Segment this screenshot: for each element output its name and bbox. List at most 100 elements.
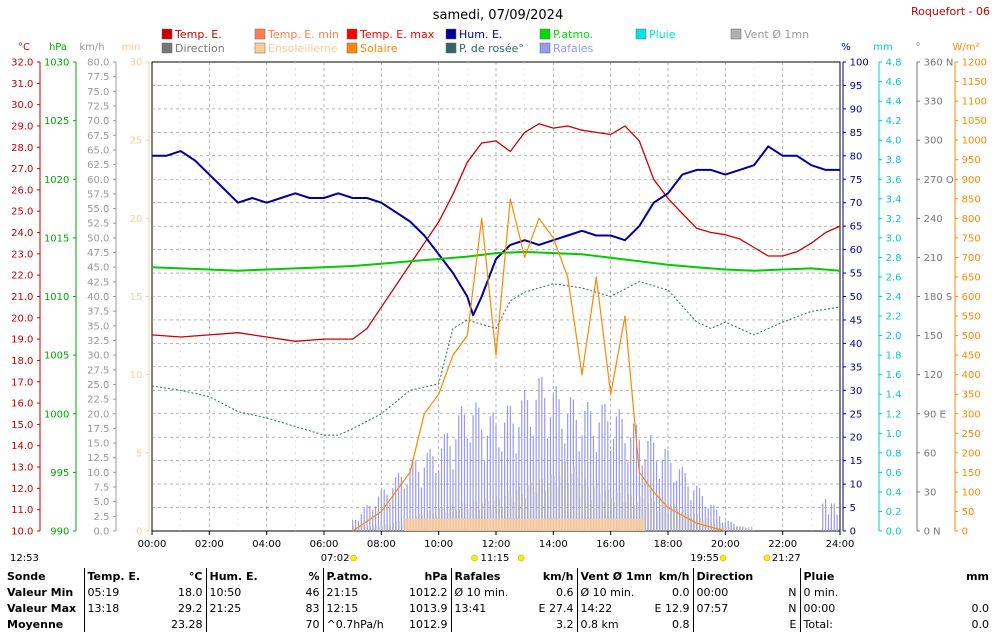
axis-tick-label: 1050 (962, 116, 987, 127)
stats-cell: 21:25 (205, 600, 266, 616)
plot-area (151, 123, 841, 532)
axis-tick-label: 95 (850, 81, 863, 92)
axis-tick-label: 15 (850, 456, 863, 467)
axis-tick-label: 72.5 (87, 101, 109, 112)
axis-tick-label: 1025 (44, 116, 69, 127)
legend-swatch (539, 28, 551, 40)
stats-cell: 05:19 (83, 584, 144, 600)
marker-label: 07:02 (321, 553, 350, 564)
axis-tick-label: 80.0 (87, 58, 109, 69)
legend-swatch (161, 28, 173, 40)
axis-tick-label: 10 (850, 480, 863, 491)
axis-tick-label: 22.5 (87, 395, 109, 406)
axis-tick-label: 550 (962, 312, 981, 323)
x-tick-label: 10:00 (424, 539, 453, 550)
axis-unit: km/h (79, 42, 104, 53)
stats-header-cell: Temp. E. (83, 568, 144, 584)
legend-swatch (445, 28, 457, 40)
axis-tick-label: 800 (962, 214, 981, 225)
axis-tick-label: 45.0 (87, 263, 109, 274)
axis-tick-label: 37.5 (87, 307, 109, 318)
axis-tick-label: 250 (962, 429, 981, 440)
axis-tick-label: 30 (130, 58, 143, 69)
axis-tick-label: 1.6 (886, 370, 902, 381)
marker-label: 21:27 (772, 553, 801, 564)
stats-cell (450, 616, 521, 632)
axis-tick-label: 2.0 (886, 331, 902, 342)
axis-tick-label: 1000 (962, 136, 987, 147)
axis-tick-label: 60 (924, 448, 937, 459)
axis-tick-label: 52.5 (87, 219, 109, 230)
legend-swatch (730, 28, 742, 40)
stats-cell: 3.2 (556, 617, 574, 631)
axis-tick-label: 1.8 (886, 351, 902, 362)
axis-tick-label: 500 (962, 331, 981, 342)
stats-table: Sonde Temp. E. °C Hum. E. % P.atmo. hPa … (4, 568, 992, 632)
series-line-solaire (352, 198, 726, 532)
x-tick-label: 16:00 (596, 539, 625, 550)
axis-tick-label: 42.5 (87, 277, 109, 288)
axis-tick-label: 20 (130, 214, 143, 225)
axis-tick-label: 77.5 (87, 72, 109, 83)
axis-tick-label: 3.6 (886, 175, 902, 186)
station-name: Roquefort - 06 (911, 5, 990, 18)
axis-tick-label: 50 (850, 292, 863, 303)
axis-tick-label: 850 (962, 194, 981, 205)
axis-tick-label: 55.0 (87, 204, 109, 215)
axis-tick-label: 150 (962, 468, 981, 479)
axis-tick-label: 7.5 (93, 483, 109, 494)
x-tick-label: 18:00 (654, 539, 683, 550)
legend-swatch (346, 28, 358, 40)
axis-tick-label: 90 E (924, 409, 946, 420)
axis-tick-label: 80 (850, 151, 863, 162)
axis-tick-label: 70.0 (87, 116, 109, 127)
axis-tick-label: 900 (962, 175, 981, 186)
stats-cell: 21:15 (322, 584, 395, 600)
legend-label: Hum. E. (459, 28, 502, 41)
stats-header-cell (775, 568, 800, 584)
stats-cell: 10:50 (205, 584, 266, 600)
axis-tick-label: 57.5 (87, 189, 109, 200)
legend-swatch (254, 28, 266, 40)
stats-cell: 0 min. (799, 584, 886, 600)
axis-tick-label: 2.4 (886, 292, 902, 303)
stats-cell: N (788, 601, 797, 615)
axis-tick-label: 40 (850, 339, 863, 350)
x-tick-label: 00:00 (138, 539, 167, 550)
axis-tick-label: 40.0 (87, 292, 109, 303)
axis-tick-label: 31.0 (11, 79, 33, 90)
axis-unit: min (122, 42, 141, 53)
stats-cell: 12:15 (322, 600, 395, 616)
axis-tick-label: 19.0 (11, 335, 33, 346)
stats-cell: N (788, 585, 797, 599)
stats-cell (205, 616, 266, 632)
axis-tick-label: 450 (962, 351, 981, 362)
stats-cell: Ø 10 min. (450, 584, 521, 600)
axis-tick-label: 15.0 (11, 420, 33, 431)
axis-tick-label: 1015 (44, 233, 69, 244)
axis-tick-label: 25 (850, 409, 863, 420)
stats-cell: E 27.4 (538, 601, 574, 615)
axis-tick-label: 150 (924, 331, 943, 342)
axis-tick-label: 0.2 (886, 507, 902, 518)
axis-tick-label: 1150 (962, 77, 987, 88)
axis-tick-label: 600 (962, 292, 981, 303)
axis-tick-label: 3.4 (886, 194, 902, 205)
axis-tick-label: 5 (850, 503, 856, 514)
axis-tick-label: 5 (136, 448, 142, 459)
axis-tick-label: 990 (50, 527, 69, 538)
axis-tick-label: 700 (962, 253, 981, 264)
axis-tick-label: 70 (850, 198, 863, 209)
legend-swatch (635, 28, 647, 40)
axis-tick-label: 1.2 (886, 409, 902, 420)
axis-tick-label: 15.0 (87, 439, 109, 450)
axis-tick-label: 26.0 (11, 185, 33, 196)
axis-tick-label: 4.0 (886, 136, 902, 147)
stats-cell: Ø 10 min. (576, 584, 651, 600)
stats-header-cell: km/h (542, 569, 574, 583)
axis-tick-label: 995 (50, 468, 69, 479)
axis-tick-label: 30.0 (87, 351, 109, 362)
x-tick-label: 02:00 (195, 539, 224, 550)
axis-tick-label: 12.0 (11, 484, 33, 495)
sun-marker-icon (471, 554, 478, 562)
